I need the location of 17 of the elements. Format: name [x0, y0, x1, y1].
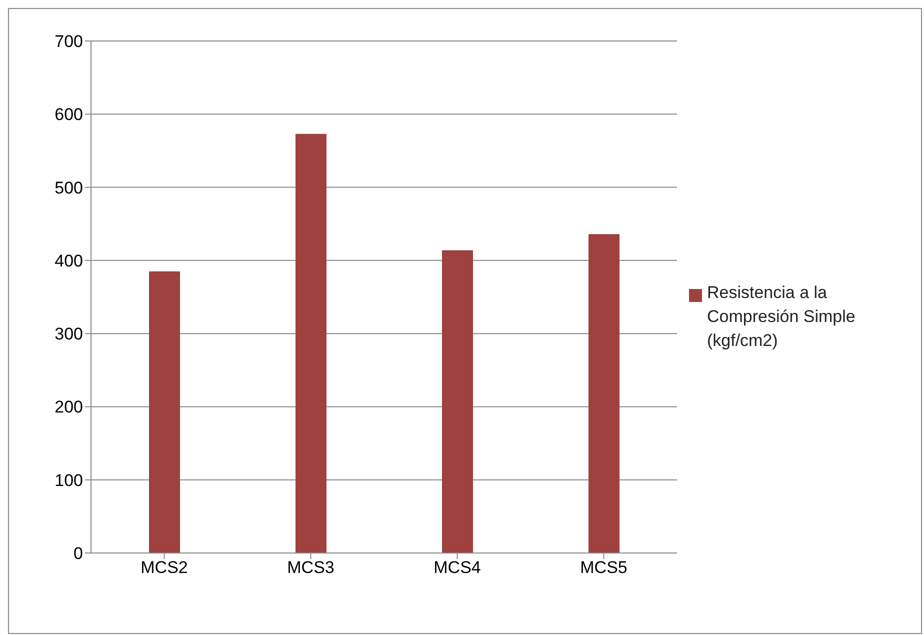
- bar: [296, 134, 326, 553]
- y-tick-label: 200: [54, 398, 83, 417]
- x-tick-label: MCS5: [580, 558, 628, 578]
- y-tick-label: 700: [54, 32, 83, 52]
- bar: [588, 234, 620, 553]
- y-tick-label: 100: [54, 470, 83, 490]
- x-tick-label: MCS2: [140, 558, 188, 578]
- y-tick-label: 600: [54, 105, 83, 124]
- x-tick-label: MCS3: [287, 558, 334, 578]
- bar: [149, 271, 180, 553]
- y-tick-label: 400: [54, 251, 83, 270]
- bar: [442, 250, 473, 553]
- x-tick-label: MCS4: [434, 558, 481, 578]
- legend-label: Resistencia a la Compresión Simple (kgf/cm2): [707, 282, 856, 352]
- y-tick-label: 500: [54, 178, 83, 198]
- y-tick-label: 0: [74, 544, 83, 564]
- y-tick-label: 300: [54, 324, 83, 344]
